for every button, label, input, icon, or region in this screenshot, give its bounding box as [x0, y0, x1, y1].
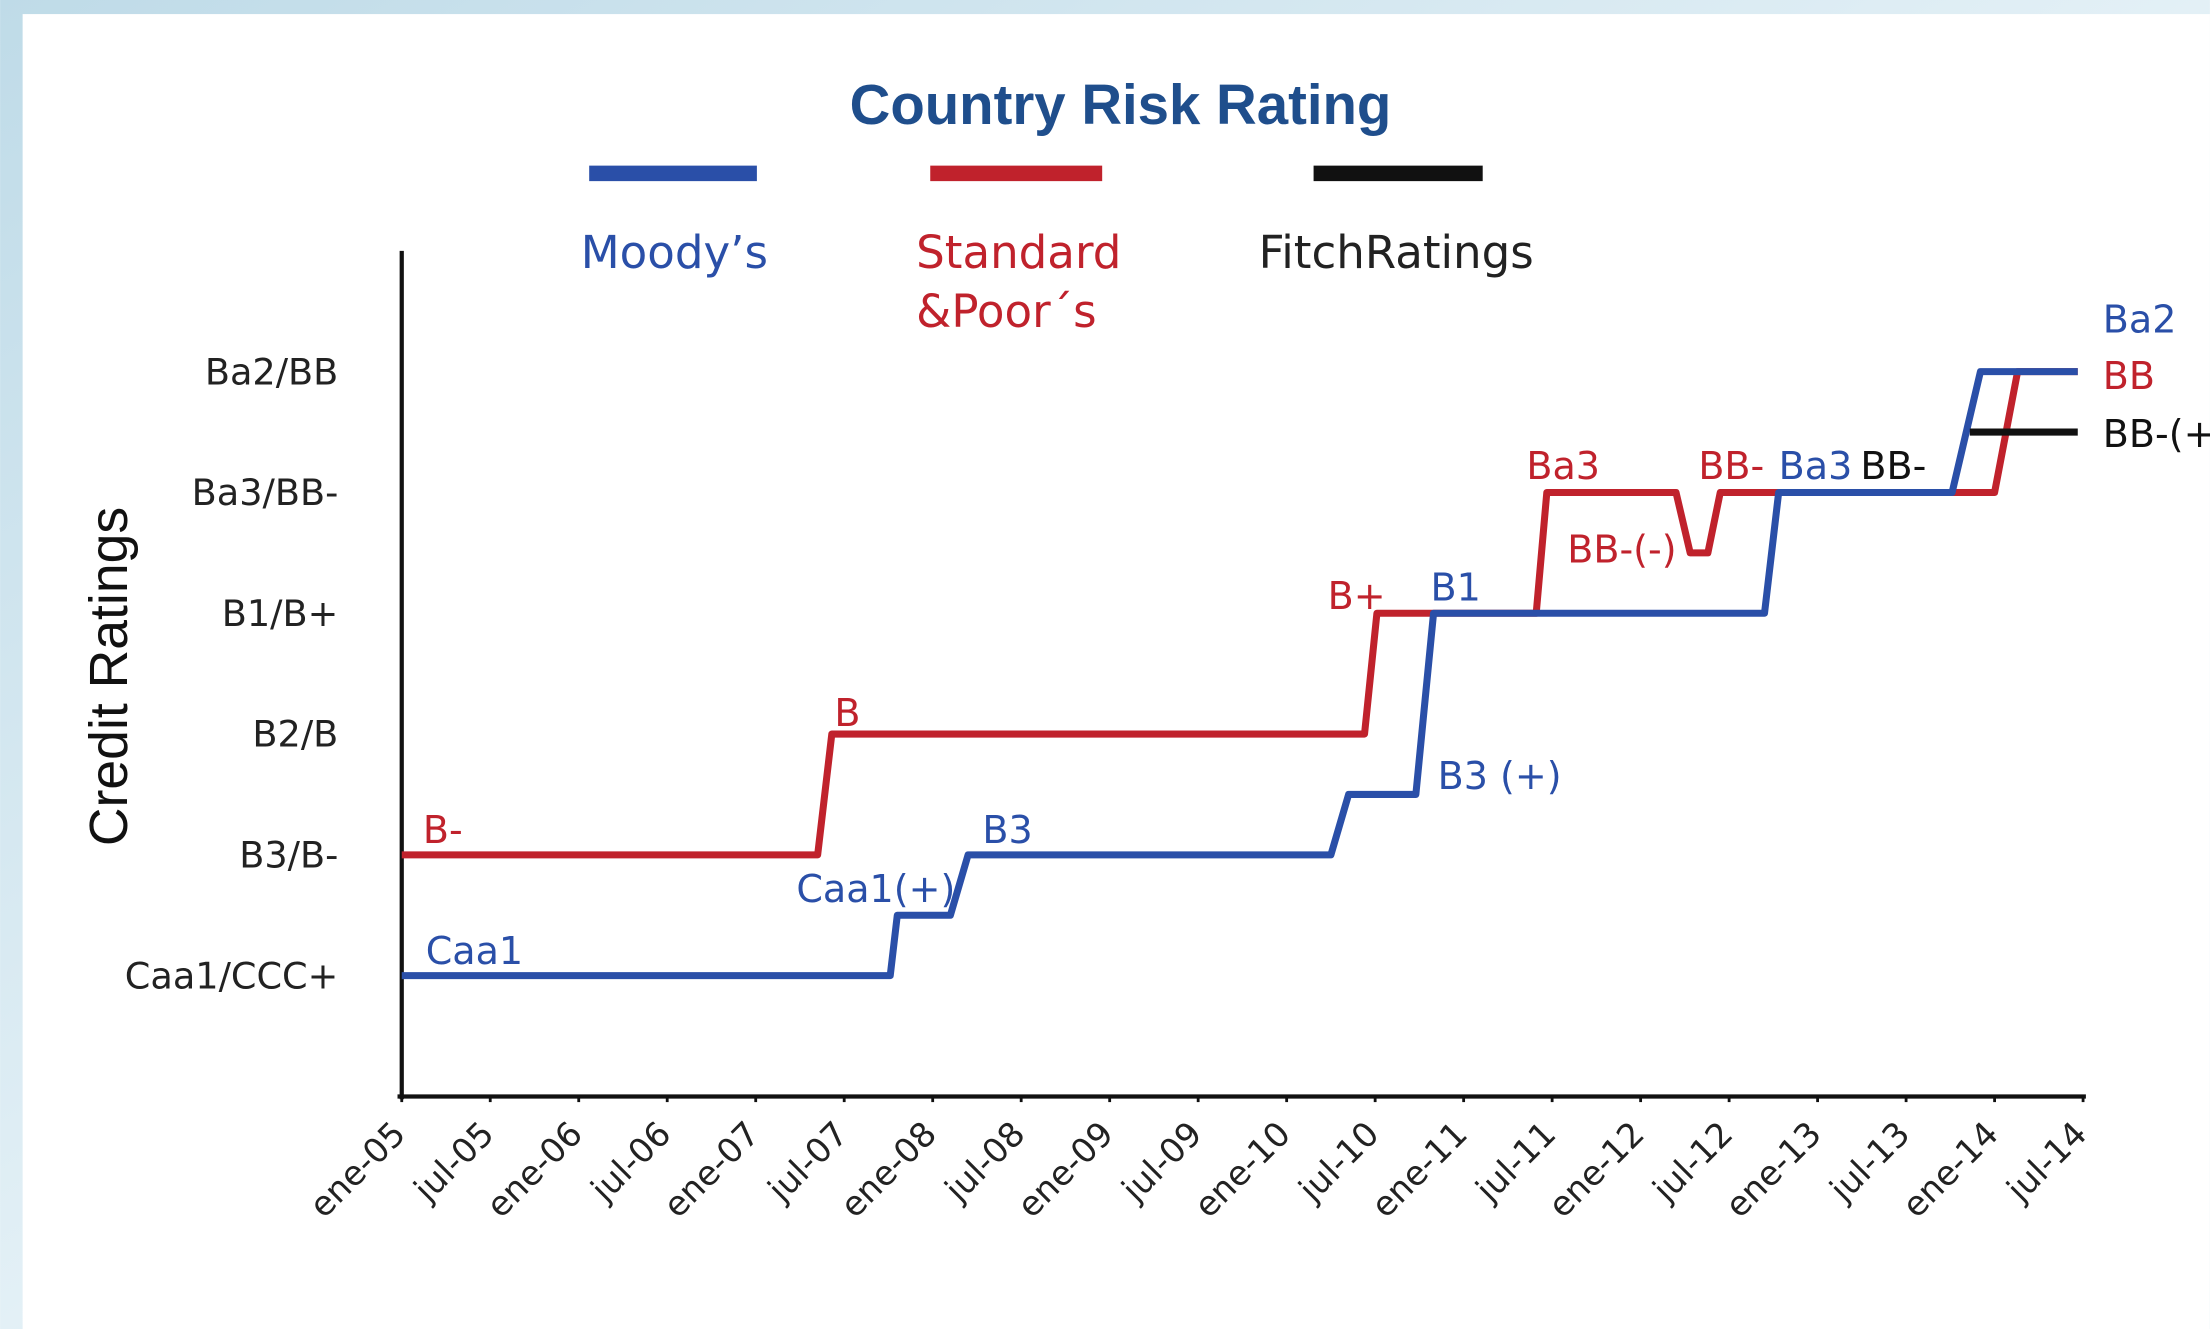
- annotation: Ba3: [1526, 444, 1600, 488]
- annotation: Caa1: [426, 929, 523, 973]
- annotation: B3: [982, 808, 1032, 852]
- y-tick-label: B3/B-: [239, 834, 338, 877]
- legend-label: FitchRatings: [1258, 225, 1534, 280]
- annotation: BB: [2103, 354, 2155, 398]
- annotation: BB-(-): [1567, 527, 1676, 571]
- annotation: Ba3: [1779, 444, 1853, 488]
- y-tick-label: B1/B+: [222, 592, 339, 635]
- legend-entry: Standard &Poor´s: [916, 225, 1122, 339]
- annotation: BB-(+): [2103, 412, 2210, 456]
- annotation: B+: [1328, 574, 1386, 618]
- legend-label: Standard &Poor´s: [916, 225, 1122, 339]
- annotation: BB-: [1698, 444, 1764, 488]
- legend-entry: Moody’s: [580, 225, 768, 280]
- legend-entry: FitchRatings: [1258, 225, 1534, 280]
- legend-label: Moody’s: [580, 225, 768, 280]
- rating-line: [401, 368, 2078, 980]
- annotation: Ba2: [2103, 298, 2177, 342]
- chart-title: Country Risk Rating: [850, 73, 1392, 136]
- y-axis-label: Credit Ratings: [80, 507, 139, 846]
- y-tick-label: B2/B: [252, 713, 338, 756]
- annotation: B3 (+): [1438, 754, 1562, 798]
- panel: [22, 14, 2210, 1329]
- y-tick-label: Ba3/BB-: [192, 471, 339, 514]
- annotation: B: [834, 691, 860, 735]
- y-tick-label: Ba2/BB: [205, 350, 338, 393]
- annotation: BB-: [1860, 444, 1926, 488]
- annotation: B1: [1431, 565, 1481, 609]
- annotation: Caa1(+): [796, 867, 955, 911]
- y-tick-label: Caa1/CCC+: [125, 954, 339, 997]
- annotation: B-: [423, 808, 463, 852]
